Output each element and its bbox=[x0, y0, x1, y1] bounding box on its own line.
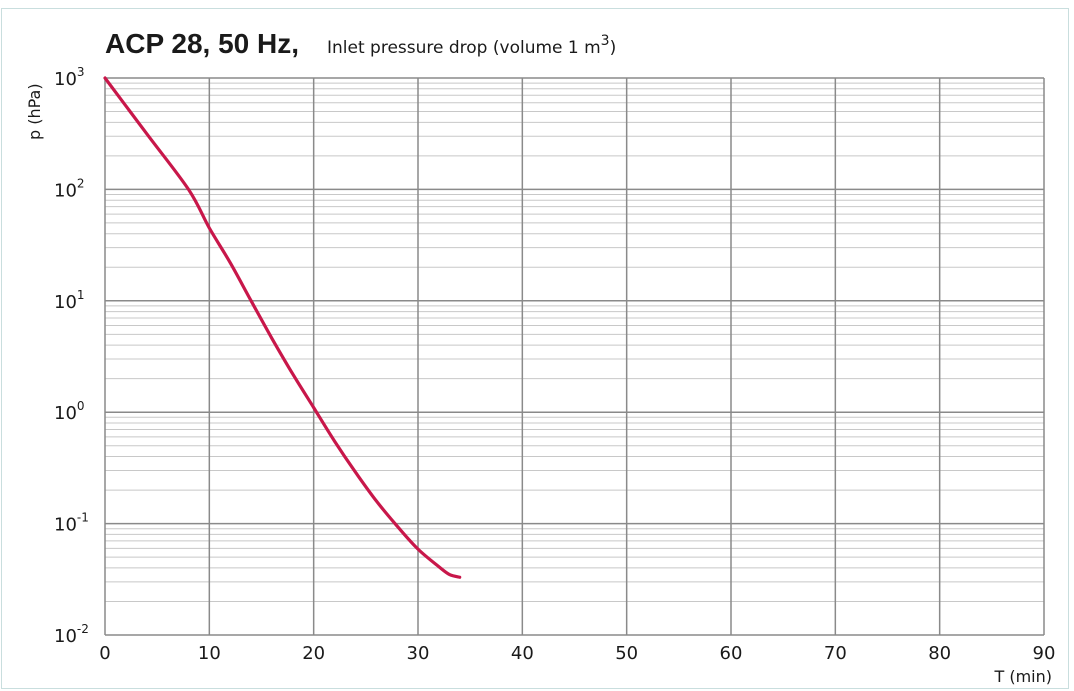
grid bbox=[104, 77, 1045, 636]
series-layer bbox=[103, 76, 462, 579]
x-tick-label: 70 bbox=[824, 643, 847, 664]
chart-title-main: ACP 28, 50 Hz, bbox=[105, 28, 299, 59]
x-tick-label: 30 bbox=[407, 643, 430, 664]
x-tick-label: 10 bbox=[198, 643, 221, 664]
chart-title: ACP 28, 50 Hz, bbox=[105, 28, 299, 59]
x-tick-label: 0 bbox=[99, 643, 110, 664]
tick-labels: 0 10 20 30 40 50 60 70 80 90 103 102 101 100 10-1 10-2 bbox=[54, 65, 1055, 664]
y-axis-label: p (hPa) bbox=[25, 83, 44, 140]
chart-subtitle-text: Inlet pressure drop (volume 1 m bbox=[327, 38, 601, 58]
chart-frame bbox=[1, 8, 1069, 689]
y-tick-label: 103 bbox=[54, 65, 85, 90]
chart-subtitle: Inlet pressure drop (volume 1 m3) bbox=[327, 33, 616, 58]
y-tick-label: 102 bbox=[54, 176, 85, 201]
x-tick-label: 20 bbox=[302, 643, 325, 664]
x-axis-label: T (min) bbox=[993, 667, 1052, 686]
x-tick-label: 60 bbox=[720, 643, 743, 664]
x-tick-label: 50 bbox=[615, 643, 638, 664]
chart-subtitle-end: ) bbox=[610, 38, 617, 58]
y-tick-label: 101 bbox=[54, 288, 85, 313]
y-tick-label: 10-1 bbox=[54, 511, 89, 536]
x-tick-label: 90 bbox=[1033, 643, 1056, 664]
chart-subtitle-sup: 3 bbox=[601, 33, 610, 49]
y-tick-label: 10-2 bbox=[54, 622, 89, 647]
x-tick-label: 40 bbox=[511, 643, 534, 664]
y-tick-label: 100 bbox=[54, 399, 85, 424]
series-line bbox=[103, 76, 462, 579]
x-tick-label: 80 bbox=[928, 643, 951, 664]
